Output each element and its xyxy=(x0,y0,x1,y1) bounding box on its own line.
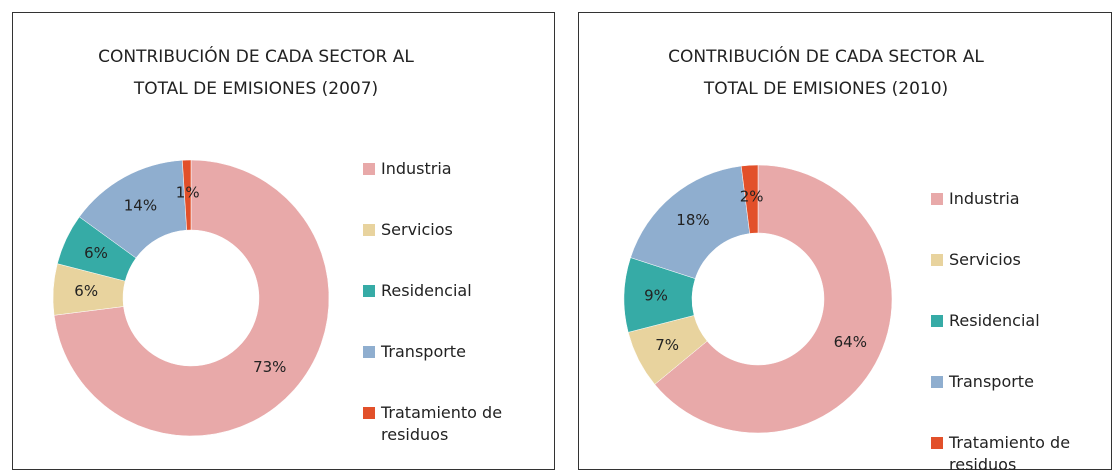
legend-swatch xyxy=(931,437,943,449)
data-label: 7% xyxy=(655,336,679,354)
legend-label: Transporte xyxy=(381,342,466,361)
legend-item: Transporte xyxy=(363,341,551,363)
legend-swatch xyxy=(931,254,943,266)
legend-swatch xyxy=(363,285,375,297)
donut-segment xyxy=(654,164,893,434)
data-label: 18% xyxy=(676,211,709,229)
legend-label: Servicios xyxy=(381,220,453,239)
data-label: 6% xyxy=(84,244,108,262)
legend-swatch xyxy=(931,376,943,388)
chart-title: CONTRIBUCIÓN DE CADA SECTOR AL TOTAL DE … xyxy=(98,47,414,99)
legend-label: Industria xyxy=(381,159,452,178)
data-label: 9% xyxy=(644,286,668,304)
legend-item: Servicios xyxy=(931,249,1117,271)
legend-item: Transporte xyxy=(931,371,1117,393)
legend-item: Tratamiento de residuos xyxy=(931,432,1117,476)
legend-label: Residencial xyxy=(949,311,1040,330)
data-label: 2% xyxy=(740,188,764,206)
legend-swatch xyxy=(363,407,375,419)
donut-chart: 73% 6% 6% 14% 1% xyxy=(52,159,330,437)
data-label: 73% xyxy=(253,358,286,376)
donut-segment xyxy=(182,159,192,231)
data-label: 64% xyxy=(834,333,867,351)
legend-label: Tratamiento de residuos xyxy=(381,403,503,444)
legend-swatch xyxy=(363,224,375,236)
legend-item: Industria xyxy=(363,158,551,180)
legend-label: Residencial xyxy=(381,281,472,300)
legend-item: Servicios xyxy=(363,219,551,241)
legend-item: Tratamiento de residuos xyxy=(363,402,551,446)
legend-item: Industria xyxy=(931,188,1117,210)
legend-label: Servicios xyxy=(949,250,1021,269)
data-label: 14% xyxy=(124,196,157,214)
legend-swatch xyxy=(363,346,375,358)
legend-item: Residencial xyxy=(363,280,551,302)
legend-swatch xyxy=(931,193,943,205)
legend-label: Industria xyxy=(949,189,1020,208)
legend-swatch xyxy=(931,315,943,327)
legend-label: Transporte xyxy=(949,372,1034,391)
donut-chart: 64% 7% 9% 18% 2% xyxy=(623,164,893,434)
chart-title: CONTRIBUCIÓN DE CADA SECTOR AL TOTAL DE … xyxy=(668,47,984,99)
legend-swatch xyxy=(363,163,375,175)
legend-label: Tratamiento de residuos xyxy=(949,433,1071,474)
data-label: 1% xyxy=(176,184,200,202)
data-label: 6% xyxy=(74,282,98,300)
donut-segment xyxy=(53,159,330,437)
legend-item: Residencial xyxy=(931,310,1117,332)
donut-segment xyxy=(740,164,759,234)
chart-panel: CONTRIBUCIÓN DE CADA SECTOR AL TOTAL DE … xyxy=(12,12,555,470)
chart-panel: CONTRIBUCIÓN DE CADA SECTOR AL TOTAL DE … xyxy=(578,12,1112,474)
